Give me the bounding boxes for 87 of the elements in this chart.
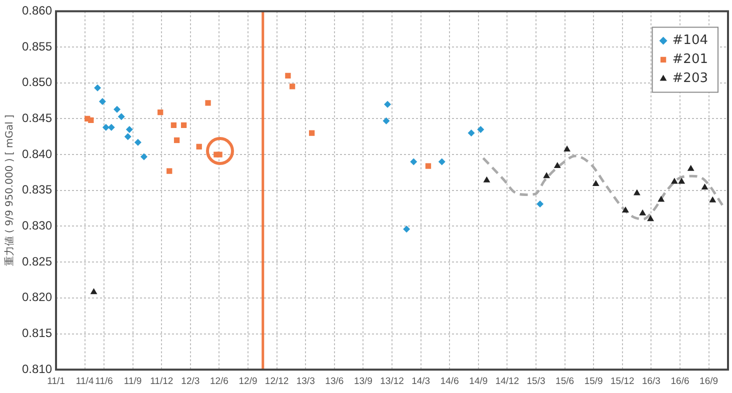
point [118, 113, 125, 120]
point [622, 206, 629, 212]
point [670, 178, 678, 184]
point [98, 98, 106, 106]
y-axis-title: 重力値 ( 9/9 950.000 ) [ mGal ] [4, 114, 16, 266]
x-tick-label: 11/4 [76, 376, 94, 387]
point [134, 138, 142, 146]
point [592, 180, 600, 186]
x-tick-label: 12/3 [181, 376, 200, 387]
legend-label: #104 [672, 33, 708, 48]
x-tick-label: 15/3 [526, 376, 546, 387]
x-tick-label: 11/6 [95, 376, 113, 387]
y-tick-label: 0.820 [22, 290, 52, 304]
point [678, 178, 686, 184]
point [108, 124, 115, 131]
x-tick-label: 15/12 [610, 376, 634, 387]
x-tick-label: 13/3 [296, 376, 315, 387]
point [308, 130, 315, 136]
x-tick-label: 15/6 [556, 376, 574, 387]
x-tick-label: 12/12 [264, 376, 289, 387]
point [124, 133, 132, 140]
x-tick-label: 14/3 [412, 376, 430, 387]
point [114, 106, 121, 113]
point [94, 84, 102, 92]
point [410, 158, 418, 166]
point [88, 117, 94, 123]
x-tick-label: 11/9 [124, 376, 142, 387]
legend-label: #203 [672, 71, 708, 86]
point [658, 196, 665, 202]
x-tick-label: 16/9 [700, 376, 718, 387]
point [633, 189, 640, 196]
point [425, 163, 432, 169]
point [180, 122, 187, 128]
y-tick-label: 0.840 [22, 146, 52, 161]
point [170, 122, 177, 128]
point [216, 152, 222, 158]
point [477, 126, 484, 133]
y-tick-label: 0.835 [22, 182, 52, 197]
x-tick-label: 13/6 [325, 376, 344, 387]
x-tick-label: 16/6 [670, 376, 690, 387]
point [90, 288, 98, 294]
point [709, 196, 716, 202]
point [687, 164, 694, 171]
legend-label: #201 [672, 52, 708, 68]
x-tick-label: 11/12 [150, 376, 174, 387]
point [403, 226, 410, 233]
x-tick-label: 16/3 [642, 376, 660, 387]
point [639, 209, 646, 216]
point [647, 215, 654, 222]
y-tick-label: 0.810 [22, 362, 52, 376]
point [158, 109, 164, 116]
y-tick-label: 0.850 [22, 75, 52, 90]
y-tick-label: 0.815 [22, 326, 52, 340]
point [468, 130, 475, 137]
x-tick-label: 14/12 [495, 376, 520, 387]
x-tick-label: 12/9 [238, 376, 258, 387]
point [166, 168, 172, 174]
y-tick-label: 0.830 [22, 218, 52, 233]
y-tick-label: 0.845 [22, 111, 52, 126]
point [483, 176, 490, 182]
point [285, 72, 291, 79]
y-tick-label: 0.825 [22, 254, 52, 268]
point [140, 153, 148, 160]
point [701, 184, 708, 190]
x-tick-label: 13/12 [380, 376, 404, 387]
point [384, 100, 392, 108]
x-tick-label: 13/9 [354, 376, 372, 387]
point [196, 144, 202, 150]
point [289, 84, 296, 90]
x-tick-label: 14/6 [440, 376, 459, 387]
point [536, 200, 544, 208]
point [554, 162, 561, 168]
point [564, 146, 571, 152]
point [438, 158, 446, 166]
y-tick-label: 0.860 [22, 4, 52, 18]
point [174, 137, 180, 144]
point [102, 124, 110, 131]
x-tick-label: 15/9 [584, 376, 603, 387]
point [205, 100, 211, 106]
y-tick-label: 0.855 [22, 39, 52, 54]
x-tick-label: 12/6 [210, 376, 228, 387]
point [382, 117, 390, 124]
point [543, 172, 550, 178]
x-tick-label: 11/1 [47, 376, 65, 387]
line-series [482, 154, 726, 220]
point [126, 126, 133, 133]
x-tick-label: 14/9 [469, 376, 488, 387]
